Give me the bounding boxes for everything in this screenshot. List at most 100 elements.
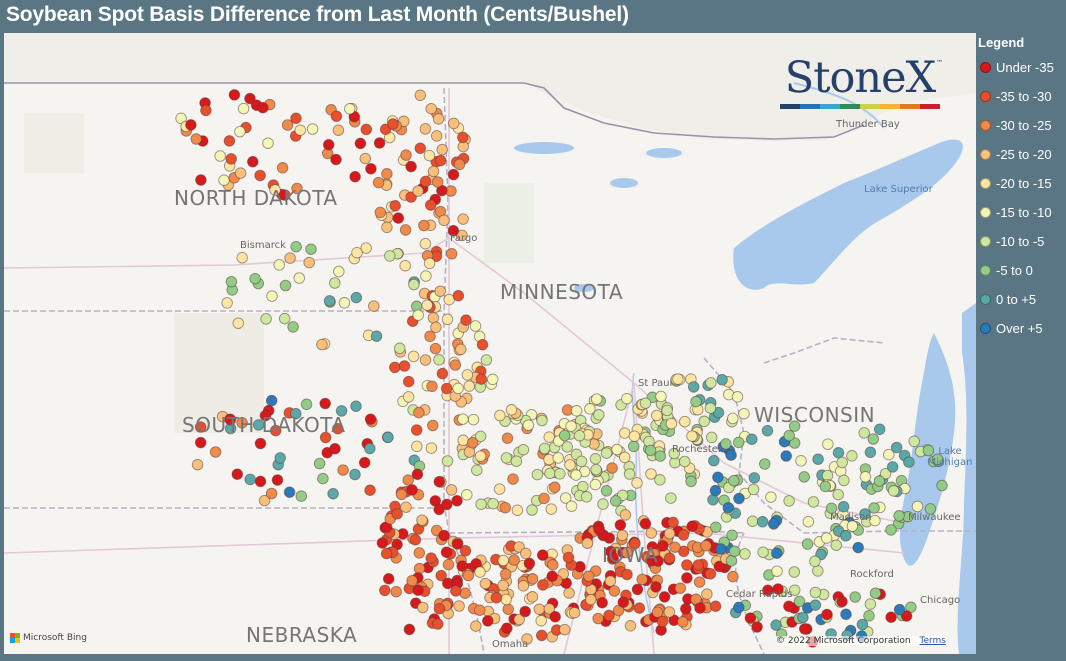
basis-point[interactable] bbox=[522, 419, 535, 431]
basis-point[interactable] bbox=[254, 169, 266, 182]
basis-point[interactable] bbox=[480, 354, 493, 366]
basis-point[interactable] bbox=[604, 575, 617, 587]
basis-point[interactable] bbox=[426, 380, 438, 393]
basis-point[interactable] bbox=[665, 492, 677, 504]
basis-point[interactable] bbox=[382, 431, 394, 444]
basis-point[interactable] bbox=[234, 125, 246, 138]
basis-point[interactable] bbox=[584, 403, 596, 415]
legend-item[interactable]: -25 to -20 bbox=[980, 146, 1052, 162]
basis-point[interactable] bbox=[561, 441, 573, 453]
basis-point[interactable] bbox=[501, 432, 514, 444]
basis-point[interactable] bbox=[451, 538, 464, 550]
basis-point[interactable] bbox=[652, 555, 664, 567]
basis-point[interactable] bbox=[384, 250, 396, 262]
basis-point[interactable] bbox=[447, 117, 460, 130]
basis-point[interactable] bbox=[705, 431, 718, 444]
basis-point[interactable] bbox=[379, 584, 391, 597]
basis-point[interactable] bbox=[295, 490, 308, 502]
basis-point[interactable] bbox=[317, 472, 329, 485]
basis-point[interactable] bbox=[747, 483, 760, 496]
basis-point[interactable] bbox=[849, 591, 861, 603]
basis-point[interactable] bbox=[846, 450, 858, 462]
basis-point[interactable] bbox=[265, 487, 278, 500]
basis-point[interactable] bbox=[739, 548, 751, 560]
basis-point[interactable] bbox=[668, 447, 680, 460]
basis-point[interactable] bbox=[329, 443, 341, 455]
legend-item[interactable]: -20 to -15 bbox=[980, 175, 1052, 191]
basis-point[interactable] bbox=[636, 573, 648, 586]
basis-point[interactable] bbox=[832, 488, 844, 501]
basis-point[interactable] bbox=[410, 424, 423, 436]
basis-point[interactable] bbox=[225, 275, 238, 288]
basis-point[interactable] bbox=[249, 272, 261, 285]
basis-point[interactable] bbox=[469, 320, 482, 332]
basis-point[interactable] bbox=[214, 150, 226, 162]
basis-point[interactable] bbox=[767, 518, 780, 530]
basis-point[interactable] bbox=[507, 473, 519, 485]
basis-point[interactable] bbox=[692, 559, 705, 571]
basis-point[interactable] bbox=[830, 539, 843, 551]
basis-point[interactable] bbox=[846, 520, 859, 532]
basis-point[interactable] bbox=[457, 434, 469, 447]
basis-point[interactable] bbox=[359, 152, 372, 165]
basis-point[interactable] bbox=[672, 373, 684, 385]
basis-point[interactable] bbox=[732, 436, 745, 449]
basis-point[interactable] bbox=[431, 176, 444, 188]
basis-point[interactable] bbox=[593, 409, 605, 421]
basis-point[interactable] bbox=[398, 360, 411, 372]
basis-point[interactable] bbox=[883, 448, 895, 461]
basis-point[interactable] bbox=[462, 569, 475, 582]
map-view[interactable]: NORTH DAKOTA MINNESOTA SOUTH DAKOTA WISC… bbox=[4, 33, 976, 654]
basis-point[interactable] bbox=[663, 606, 676, 618]
basis-point[interactable] bbox=[523, 557, 536, 570]
basis-point[interactable] bbox=[290, 112, 302, 125]
basis-point[interactable] bbox=[633, 602, 646, 614]
basis-point[interactable] bbox=[450, 585, 462, 597]
basis-point[interactable] bbox=[546, 570, 558, 583]
basis-point[interactable] bbox=[856, 618, 869, 631]
basis-point[interactable] bbox=[656, 615, 669, 628]
basis-point[interactable] bbox=[869, 587, 882, 599]
basis-point[interactable] bbox=[195, 174, 207, 186]
basis-point[interactable] bbox=[259, 409, 272, 422]
basis-point[interactable] bbox=[520, 547, 532, 560]
basis-point[interactable] bbox=[701, 588, 713, 600]
basis-point[interactable] bbox=[838, 474, 850, 487]
basis-point[interactable] bbox=[639, 518, 652, 530]
basis-point[interactable] bbox=[423, 149, 436, 162]
basis-point[interactable] bbox=[863, 610, 875, 622]
basis-point[interactable] bbox=[788, 420, 801, 432]
basis-point[interactable] bbox=[704, 402, 717, 414]
basis-point[interactable] bbox=[305, 243, 317, 255]
basis-point[interactable] bbox=[185, 119, 197, 131]
basis-point[interactable] bbox=[438, 529, 450, 542]
basis-point[interactable] bbox=[698, 415, 710, 428]
basis-point[interactable] bbox=[330, 110, 343, 122]
basis-point[interactable] bbox=[517, 443, 530, 456]
basis-point[interactable] bbox=[430, 321, 442, 334]
basis-point[interactable] bbox=[761, 424, 774, 437]
basis-point[interactable] bbox=[412, 584, 424, 596]
basis-point[interactable] bbox=[867, 433, 880, 445]
basis-point[interactable] bbox=[589, 453, 602, 465]
basis-point[interactable] bbox=[290, 407, 302, 420]
basis-point[interactable] bbox=[650, 581, 662, 593]
basis-point[interactable] bbox=[886, 461, 899, 473]
basis-point[interactable] bbox=[685, 475, 697, 488]
basis-point[interactable] bbox=[756, 516, 769, 528]
basis-point[interactable] bbox=[475, 498, 487, 510]
basis-point[interactable] bbox=[441, 498, 453, 511]
basis-point[interactable] bbox=[425, 442, 438, 454]
basis-point[interactable] bbox=[380, 547, 393, 560]
basis-point[interactable] bbox=[262, 137, 274, 149]
basis-point[interactable] bbox=[552, 452, 564, 464]
basis-point[interactable] bbox=[474, 604, 486, 616]
basis-point[interactable] bbox=[510, 455, 523, 467]
basis-point[interactable] bbox=[617, 596, 630, 608]
basis-point[interactable] bbox=[631, 583, 644, 596]
basis-point[interactable] bbox=[819, 480, 832, 493]
basis-point[interactable] bbox=[411, 440, 423, 453]
legend-item[interactable]: Over +5 bbox=[980, 320, 1043, 336]
basis-point[interactable] bbox=[619, 509, 632, 521]
basis-point[interactable] bbox=[837, 500, 850, 513]
